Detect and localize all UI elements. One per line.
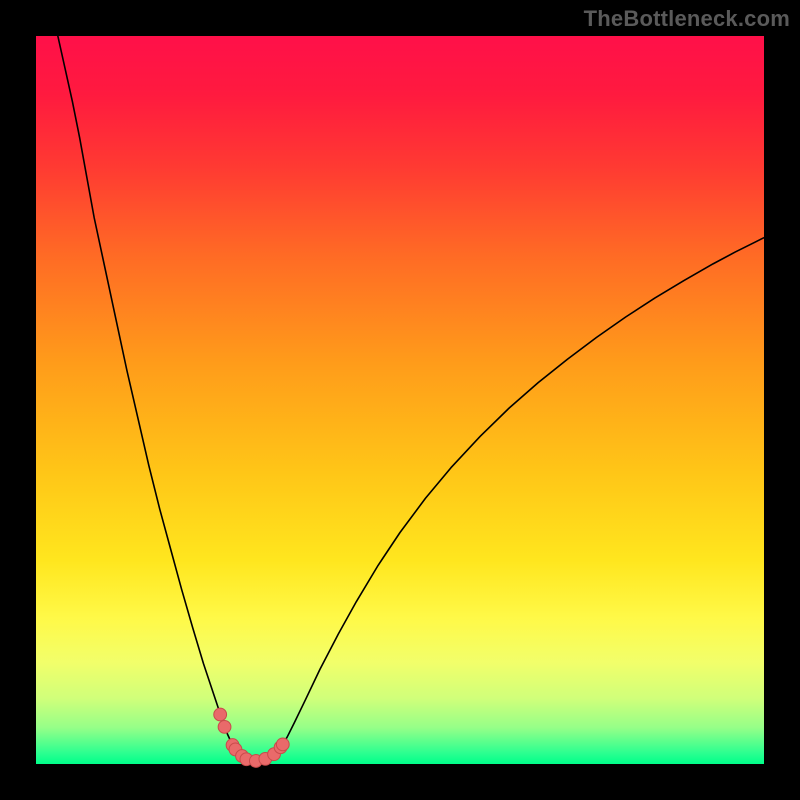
bottleneck-marker bbox=[218, 720, 231, 733]
watermark-text: TheBottleneck.com bbox=[584, 6, 790, 32]
bottleneck-marker bbox=[214, 708, 227, 721]
bottleneck-curve-layer bbox=[36, 36, 764, 764]
bottleneck-marker bbox=[276, 738, 289, 751]
bottleneck-markers bbox=[214, 708, 289, 767]
bottleneck-curve bbox=[58, 36, 764, 761]
